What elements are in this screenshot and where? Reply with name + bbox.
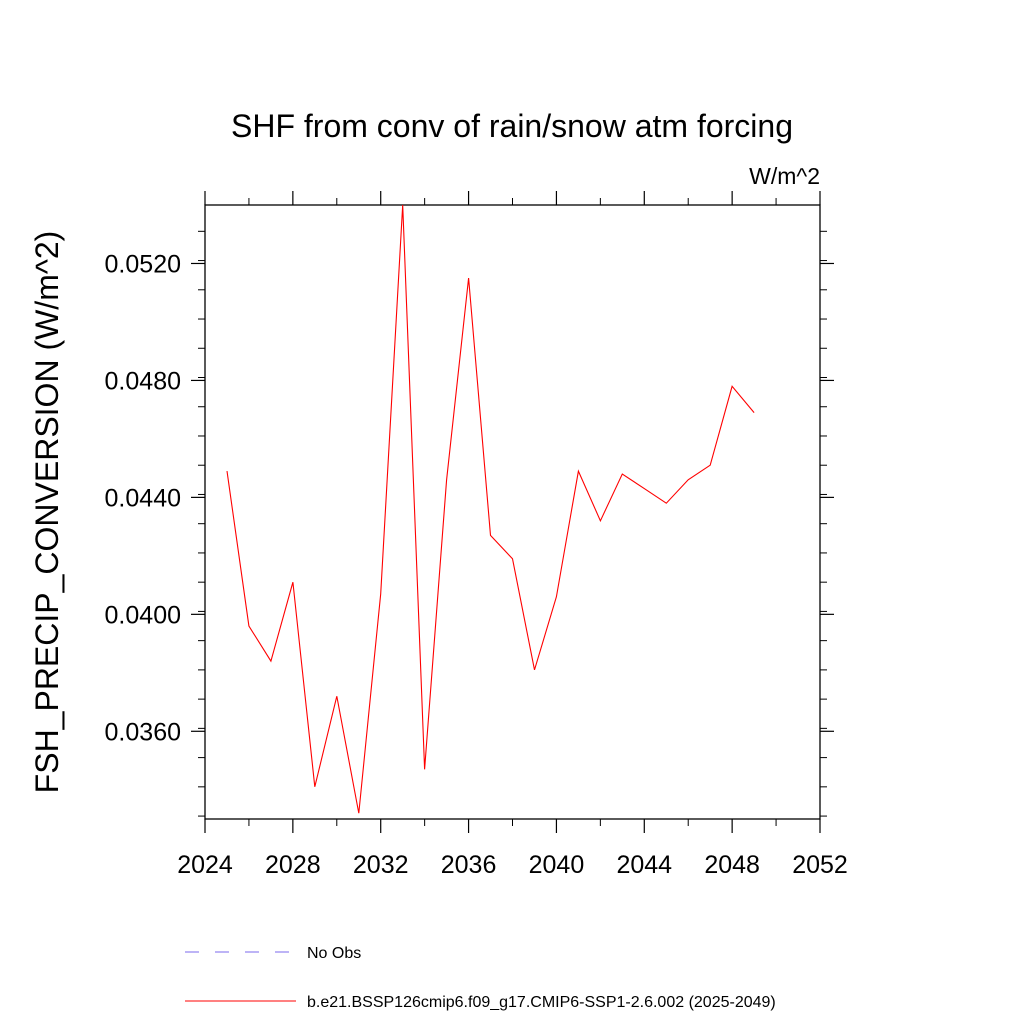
x-tick-label: 2032 xyxy=(353,851,409,879)
x-tick-labels: 2024 2028 2032 2036 2040 2044 2048 2052 xyxy=(177,851,848,879)
plot-frame xyxy=(204,204,821,820)
y-tick-label: 0.0440 xyxy=(105,484,181,512)
legend: No Obs b.e21.BSSP126cmip6.f09_g17.CMIP6-… xyxy=(185,945,776,1011)
units-label: W/m^2 xyxy=(749,163,820,189)
series-layer xyxy=(226,204,755,814)
x-tick-label: 2052 xyxy=(792,851,848,879)
y-tick-label: 0.0480 xyxy=(105,367,181,395)
chart-title: SHF from conv of rain/snow atm forcing xyxy=(231,108,793,144)
y-tick-label: 0.0520 xyxy=(105,250,181,278)
x-tick-label: 2036 xyxy=(441,851,497,879)
x-tick-label: 2028 xyxy=(265,851,321,879)
legend-label-series: b.e21.BSSP126cmip6.f09_g17.CMIP6-SSP1-2.… xyxy=(307,994,776,1011)
x-tick-label: 2024 xyxy=(177,851,233,879)
series-line xyxy=(226,204,755,814)
x-tick-label: 2048 xyxy=(704,851,760,879)
y-tick-label: 0.0400 xyxy=(105,601,181,629)
y-tick-labels: 0.0360 0.0400 0.0440 0.0480 0.0520 xyxy=(105,250,181,746)
axis-ticks xyxy=(191,191,834,833)
y-axis-label: FSH_PRECIP_CONVERSION (W/m^2) xyxy=(29,231,65,794)
legend-label-no-obs: No Obs xyxy=(307,945,361,962)
x-tick-label: 2044 xyxy=(616,851,672,879)
y-tick-label: 0.0360 xyxy=(105,718,181,746)
x-tick-label: 2040 xyxy=(529,851,585,879)
